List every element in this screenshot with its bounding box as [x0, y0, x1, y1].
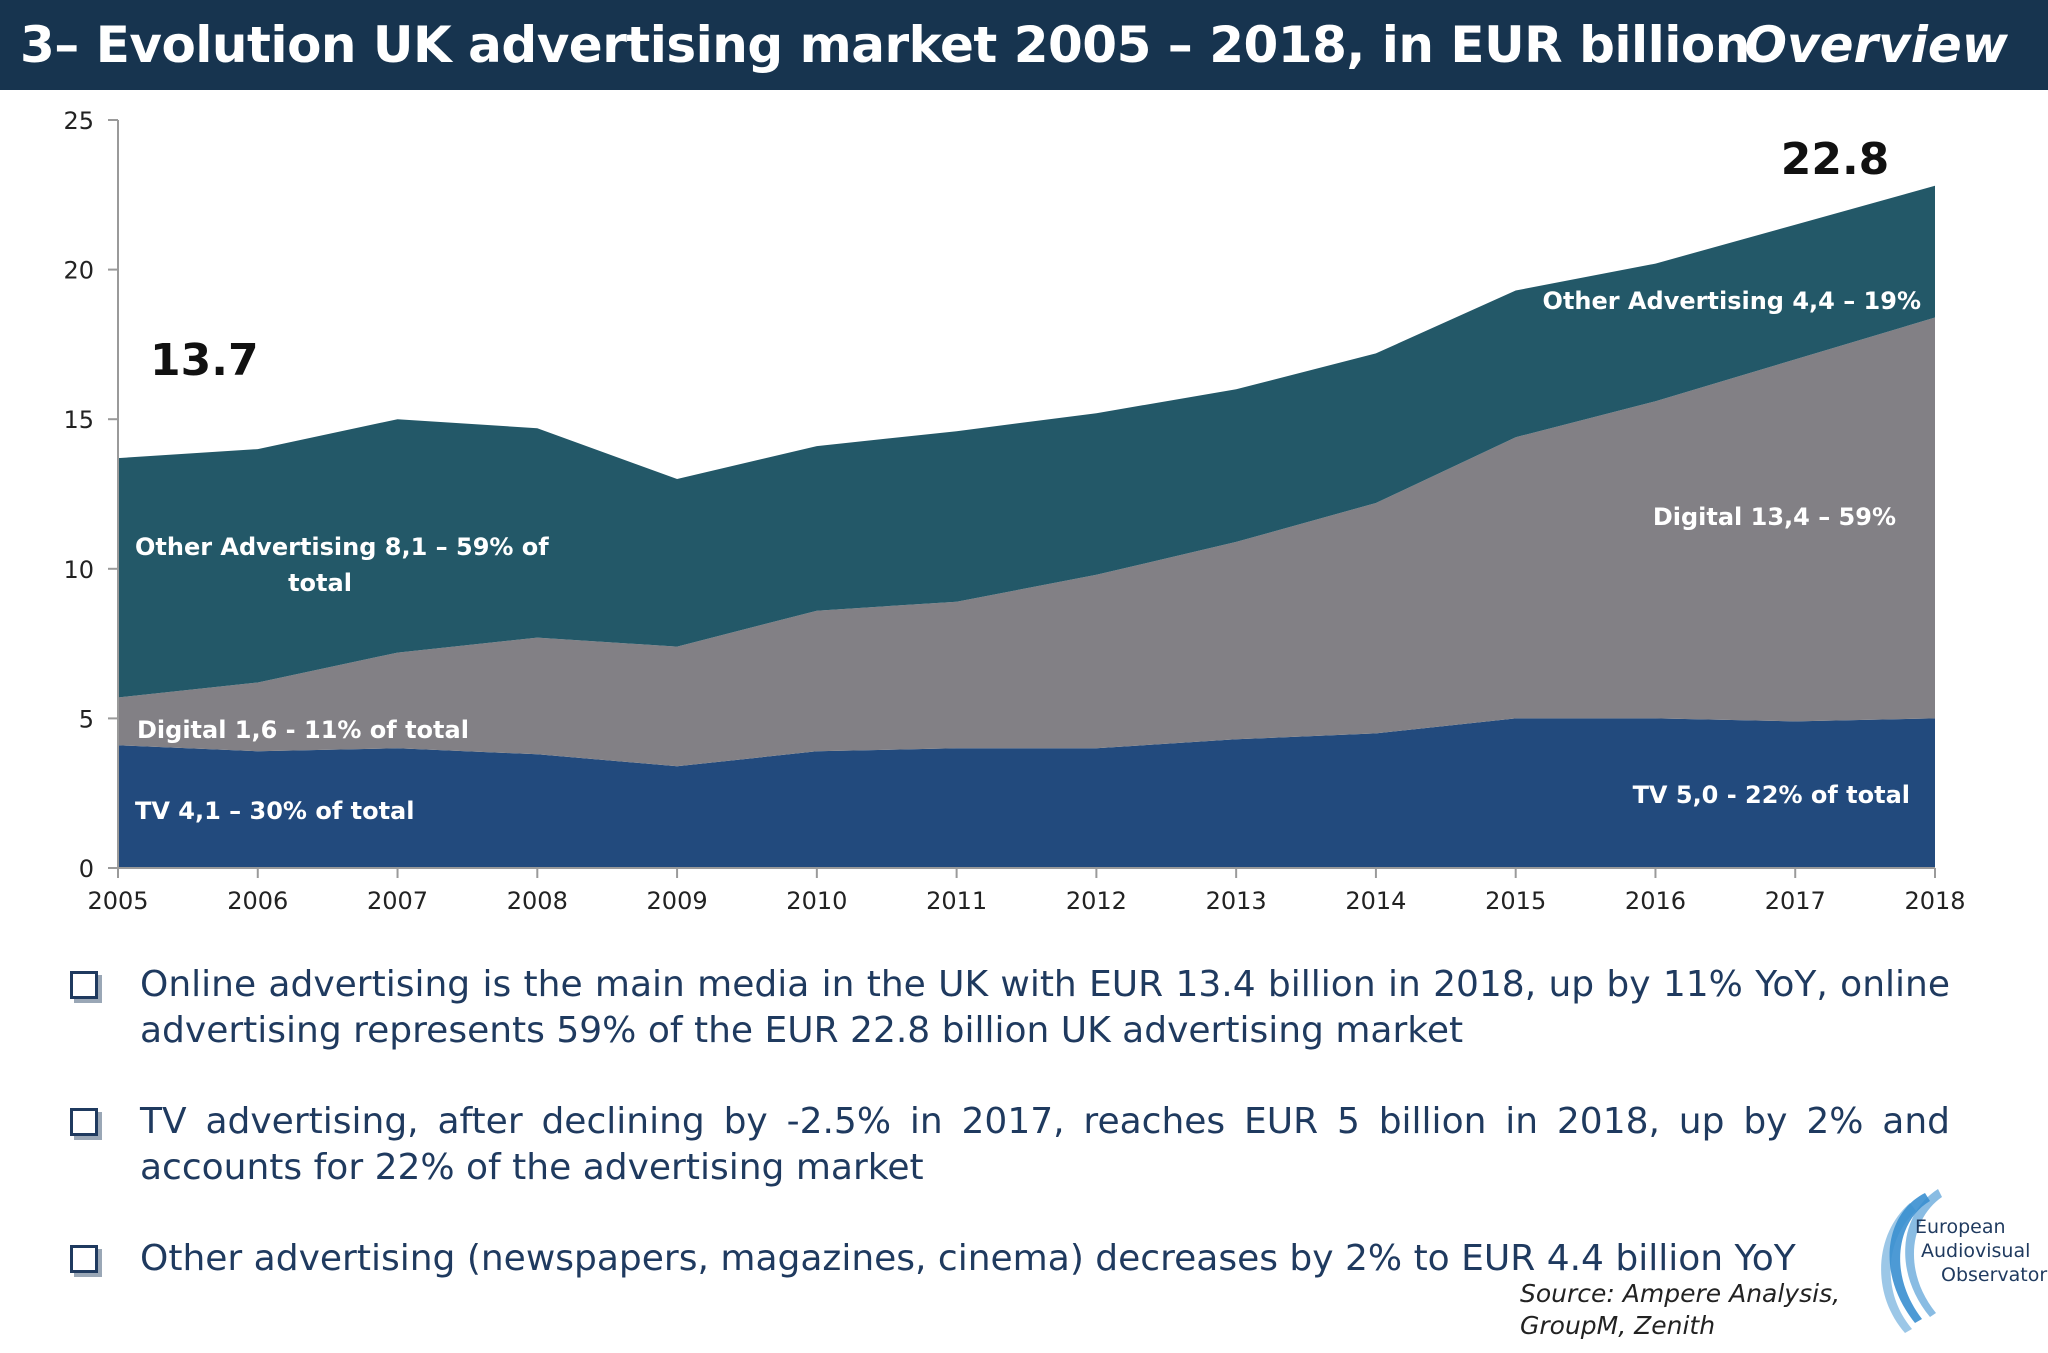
area-series-digital [118, 317, 1935, 767]
bullet-list: Online advertising is the main media in … [70, 962, 1950, 1327]
annotation-digital-2018: Digital 13,4 – 59% [1653, 503, 1896, 531]
source-note: Source: Ampere Analysis, GroupM, Zenith [1520, 1279, 1841, 1340]
total-label-2018: 22.8 [1781, 134, 1890, 185]
page-title: 3– Evolution UK advertising market 2005 … [20, 16, 1750, 74]
y-tick-label: 10 [63, 556, 94, 584]
x-tick-label: 2012 [1066, 887, 1127, 915]
bullet-text: TV advertising, after declining by -2.5%… [140, 1101, 1950, 1188]
checkbox-bullet-icon [70, 1108, 98, 1136]
area-series-other-advertising [118, 185, 1935, 698]
stacked-area-chart: 0 5 10 15 20 25 2005 2006 2007 2008 2009 2010 2011 20… [63, 107, 1965, 915]
logo-line: Observatory [1941, 1264, 2048, 1286]
x-tick-label: 2010 [786, 887, 847, 915]
logo-text: European Audiovisual Observatory [1915, 1215, 2048, 1287]
checkbox-bullet-icon [70, 971, 98, 999]
y-tick-label: 25 [63, 107, 94, 135]
x-tick-label: 2005 [87, 887, 148, 915]
y-tick-label: 0 [79, 855, 94, 883]
total-label-2005: 13.7 [150, 335, 259, 386]
annotation-digital-2005: Digital 1,6 - 11% of total [137, 716, 469, 744]
chart-axes: 0 5 10 15 20 25 2005 2006 2007 2008 2009 2010 2011 20… [63, 107, 1965, 915]
area-series-tv [118, 718, 1935, 868]
annotation-other-2005-cont: total [288, 569, 352, 597]
chart-areas [118, 185, 1935, 868]
annotation-other-2018: Other Advertising 4,4 – 19% [1543, 287, 1921, 315]
y-tick-label: 5 [79, 705, 94, 733]
x-tick-label: 2017 [1765, 887, 1826, 915]
x-tick-label: 2016 [1625, 887, 1686, 915]
x-tick-label: 2014 [1345, 887, 1406, 915]
y-tick-label: 15 [63, 406, 94, 434]
bullet-item: Online advertising is the main media in … [70, 962, 1950, 1054]
y-tick-label: 20 [63, 257, 94, 285]
x-tick-label: 2009 [647, 887, 708, 915]
logo-line: European [1915, 1216, 2006, 1238]
x-tick-label: 2008 [507, 887, 568, 915]
chart-labels: Other Advertising 8,1 – 59% of total Digit… [135, 134, 1921, 825]
x-tick-label: 2013 [1206, 887, 1267, 915]
x-tick-label: 2006 [227, 887, 288, 915]
observatory-logo-icon [1881, 1189, 1942, 1333]
x-tick-label: 2015 [1485, 887, 1546, 915]
x-tick-label: 2011 [926, 887, 987, 915]
annotation-other-2005: Other Advertising 8,1 – 59% of [135, 533, 549, 561]
bullet-text: Online advertising is the main media in … [140, 964, 1950, 1051]
checkbox-bullet-icon [70, 1245, 98, 1273]
header-bar: 3– Evolution UK advertising market 2005 … [0, 0, 2048, 90]
x-tick-label: 2018 [1904, 887, 1965, 915]
bullet-text: Other advertising (newspapers, magazines… [140, 1238, 1796, 1279]
bullet-item: Other advertising (newspapers, magazines… [70, 1236, 1950, 1282]
bullet-item: TV advertising, after declining by -2.5%… [70, 1099, 1950, 1191]
logo-line: Audiovisual [1921, 1240, 2031, 1262]
annotation-tv-2018: TV 5,0 - 22% of total [1633, 781, 1910, 809]
section-label: Overview [1744, 16, 2008, 74]
annotation-tv-2005: TV 4,1 – 30% of total [135, 797, 414, 825]
x-tick-label: 2007 [367, 887, 428, 915]
